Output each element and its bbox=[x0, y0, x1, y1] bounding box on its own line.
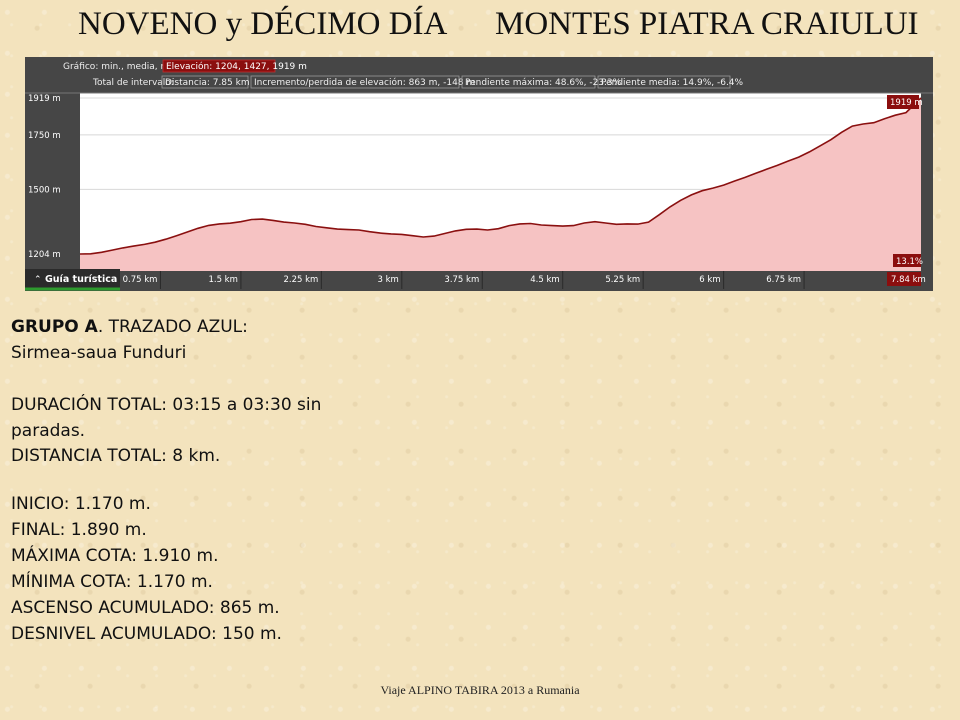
y-tick-label: 1500 m bbox=[28, 185, 61, 195]
avg-slope-box bbox=[597, 75, 731, 89]
max-slope-box bbox=[461, 75, 596, 89]
distance-value: Distancia: 7.85 km bbox=[165, 78, 250, 88]
max-slope-value: Pendiente máxima: 48.6%, -23.3% bbox=[465, 78, 622, 88]
x-tick-label: 2.25 km bbox=[284, 275, 319, 285]
min-altitude: MÍNIMA COTA: 1.170 m. bbox=[11, 572, 213, 592]
route-name: Sirmea-saua Funduri bbox=[11, 343, 187, 363]
accumulated-descent: DESNIVEL ACUMULADO: 150 m. bbox=[11, 624, 282, 644]
distance-box bbox=[161, 75, 249, 89]
guide-button-label: Guía turística bbox=[45, 274, 117, 285]
chevron-up-icon: ⌃ bbox=[34, 275, 42, 285]
duration-line-1: DURACIÓN TOTAL: 03:15 a 03:30 sin bbox=[11, 395, 322, 415]
slope-marker: 13.1% bbox=[893, 254, 923, 267]
end-distance-label: 7.84 km bbox=[891, 275, 926, 285]
slide-footer: Viaje ALPINO TABIRA 2013 a Rumania bbox=[380, 683, 580, 697]
x-axis-panel bbox=[25, 271, 933, 291]
elevation-summary-value: Elevación: 1204, 1427, 1919 m bbox=[166, 61, 307, 72]
guide-button-bg bbox=[25, 269, 120, 289]
slide-title-day: NOVENO y DÉCIMO DÍA bbox=[78, 6, 448, 42]
group-heading: GRUPO A. TRAZADO AZUL: bbox=[11, 314, 248, 340]
end-elevation-label: 1919 m bbox=[890, 98, 923, 108]
y-tick-label: 1204 m bbox=[28, 250, 61, 260]
finish-altitude: FINAL: 1.890 m. bbox=[11, 520, 147, 540]
end-distance-box bbox=[887, 272, 921, 286]
x-tick-label: 1.5 km bbox=[208, 275, 237, 285]
slope-label: 13.1% bbox=[896, 257, 923, 267]
x-tick-label: 0.75 km bbox=[123, 275, 158, 285]
x-tick-label: 3 km bbox=[377, 275, 398, 285]
end-elevation-marker: 1919 m bbox=[887, 95, 923, 109]
elevation-profile-svg: Gráfico: min., media, máx: Elevación: 12… bbox=[25, 57, 933, 291]
gain-box bbox=[250, 75, 460, 89]
duration-line-2: paradas. bbox=[11, 421, 86, 441]
y-axis-panel bbox=[25, 93, 80, 271]
gain-value: Incremento/perdida de elevación: 863 m, … bbox=[254, 77, 475, 88]
elevation-profile-chart[interactable]: Gráfico: min., media, máx: Elevación: 12… bbox=[25, 57, 933, 291]
y-tick-label: 1750 m bbox=[28, 131, 61, 141]
elevation-line bbox=[79, 97, 922, 255]
elevation-summary-box bbox=[162, 59, 276, 73]
slide-title-mountains: MONTES PIATRA CRAIULUI bbox=[495, 6, 919, 42]
slope-box bbox=[893, 254, 921, 267]
graph-summary-label: Gráfico: min., media, máx: bbox=[63, 62, 183, 72]
x-tick-label: 6 km bbox=[699, 275, 720, 285]
start-altitude: INICIO: 1.170 m. bbox=[11, 494, 151, 514]
total-distance: DISTANCIA TOTAL: 8 km. bbox=[11, 446, 221, 466]
x-tick-label: 3.75 km bbox=[444, 275, 479, 285]
x-tick-label: 4.5 km bbox=[530, 275, 559, 285]
interval-summary-label: Total de intervalo: bbox=[92, 78, 174, 88]
elevation-area bbox=[80, 98, 921, 271]
group-heading-bold: GRUPO A bbox=[11, 317, 98, 337]
x-tick-label: 6.75 km bbox=[766, 275, 801, 285]
y-tick-label: 1919 m bbox=[28, 94, 61, 104]
x-tick-label: 5.25 km bbox=[605, 275, 640, 285]
end-elevation-box bbox=[887, 95, 919, 109]
max-altitude: MÁXIMA COTA: 1.910 m. bbox=[11, 546, 219, 566]
guide-button[interactable]: ⌃ Guía turística bbox=[25, 269, 120, 291]
avg-slope-value: Pendiente media: 14.9%, -6.4% bbox=[601, 78, 744, 88]
group-heading-rest: . TRAZADO AZUL: bbox=[97, 317, 248, 337]
accumulated-ascent: ASCENSO ACUMULADO: 865 m. bbox=[11, 598, 280, 618]
end-distance-marker: 7.84 km bbox=[887, 272, 926, 286]
